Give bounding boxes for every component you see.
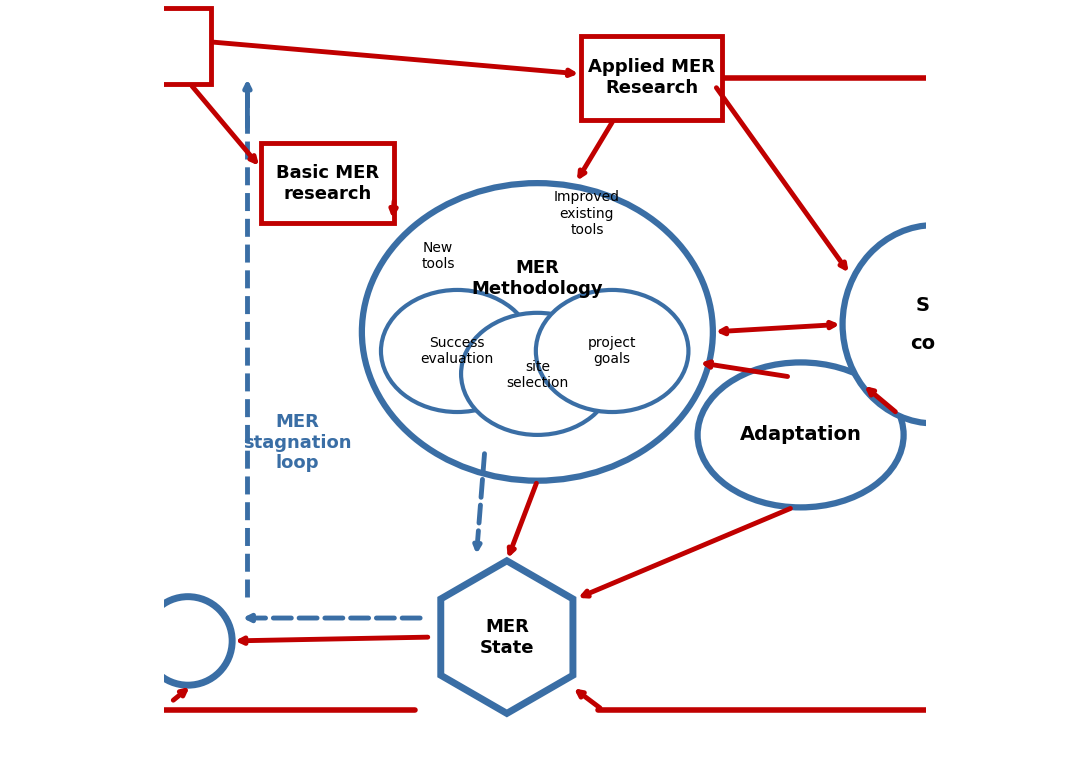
Text: site
selection: site selection <box>506 360 569 391</box>
Ellipse shape <box>362 183 713 481</box>
Text: Basic MER
research: Basic MER research <box>276 164 379 202</box>
Text: S: S <box>916 296 930 314</box>
Text: MER
Methodology: MER Methodology <box>472 259 603 298</box>
FancyBboxPatch shape <box>261 143 395 224</box>
Text: MER
stagnation
loop: MER stagnation loop <box>243 413 351 472</box>
Text: project
goals: project goals <box>588 336 637 366</box>
Ellipse shape <box>843 225 1026 423</box>
Ellipse shape <box>382 290 534 412</box>
Text: Improved
existing
tools: Improved existing tools <box>554 191 620 237</box>
Circle shape <box>144 597 232 685</box>
FancyBboxPatch shape <box>581 36 723 120</box>
Text: MER
State: MER State <box>480 618 534 656</box>
Ellipse shape <box>536 290 689 412</box>
Text: Success
evaluation: Success evaluation <box>421 336 494 366</box>
Text: New
tools: New tools <box>422 240 455 271</box>
Polygon shape <box>440 561 573 713</box>
Text: co: co <box>910 334 935 353</box>
FancyBboxPatch shape <box>154 8 211 84</box>
Text: Adaptation: Adaptation <box>740 426 861 444</box>
Text: Applied MER
Research: Applied MER Research <box>589 59 715 97</box>
Ellipse shape <box>698 362 904 507</box>
Ellipse shape <box>461 313 614 435</box>
